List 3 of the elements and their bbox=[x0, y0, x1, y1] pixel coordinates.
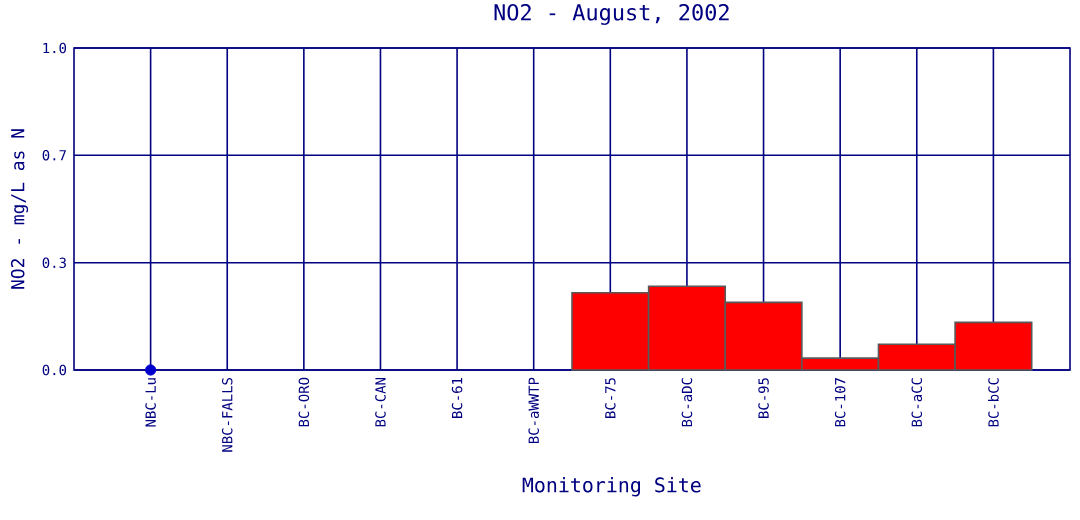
chart-title: NO2 - August, 2002 bbox=[494, 4, 729, 26]
y-axis-title: NO2 - mg/L as N bbox=[10, 129, 29, 289]
x-axis-title: Monitoring Site bbox=[522, 477, 701, 497]
